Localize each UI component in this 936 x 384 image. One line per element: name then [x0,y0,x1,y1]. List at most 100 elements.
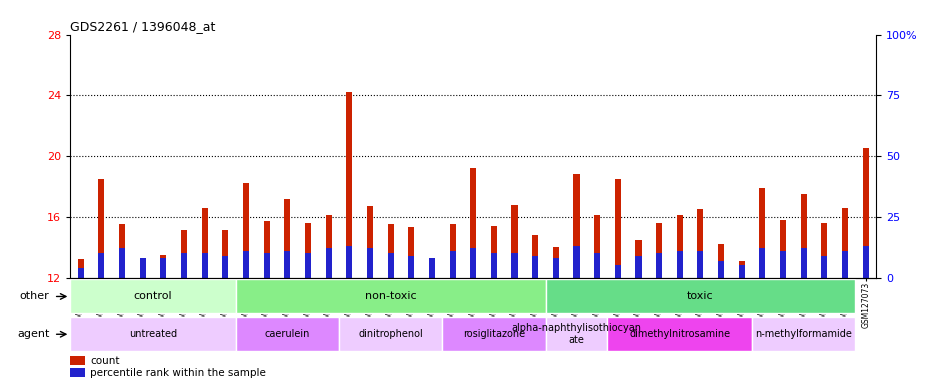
Bar [841,251,847,278]
Bar [284,251,290,278]
Text: other: other [20,291,50,301]
Bar [119,248,124,278]
Text: caerulein: caerulein [264,329,310,339]
Bar [552,258,558,278]
Bar [552,247,558,258]
Bar [655,223,662,253]
Bar [98,253,104,278]
FancyBboxPatch shape [339,317,442,351]
FancyBboxPatch shape [442,317,545,351]
Bar [242,251,249,278]
Text: percentile rank within the sample: percentile rank within the sample [90,368,266,378]
Bar [614,265,621,278]
Bar [676,251,682,278]
Bar [862,149,868,246]
Bar [532,235,537,256]
Bar [119,224,124,248]
Bar [717,244,724,261]
Bar [325,248,331,278]
Bar [160,255,166,258]
Text: count: count [90,356,120,366]
Bar [738,265,744,278]
Text: toxic: toxic [686,291,713,301]
Bar [696,209,703,251]
FancyBboxPatch shape [235,280,545,313]
Bar [367,248,373,278]
Bar [222,230,228,256]
Bar [388,253,393,278]
Bar [201,208,208,253]
Text: dinitrophenol: dinitrophenol [358,329,422,339]
Bar [780,220,785,251]
Bar [655,253,662,278]
Bar [696,251,703,278]
Bar [758,248,765,278]
Text: alpha-naphthylisothiocyan
ate: alpha-naphthylisothiocyan ate [511,323,641,345]
FancyBboxPatch shape [70,280,235,313]
Bar [367,206,373,248]
Bar [139,258,145,264]
Text: untreated: untreated [129,329,177,339]
Bar [429,258,434,278]
Text: rosiglitazone: rosiglitazone [462,329,524,339]
Bar [821,256,826,278]
Bar [676,215,682,251]
Bar [325,215,331,248]
Bar [470,168,475,248]
Bar [181,230,187,253]
Bar [408,227,414,256]
Bar [345,92,352,246]
Bar [429,258,434,271]
Bar [511,253,517,278]
Bar [614,179,621,265]
Bar [345,246,352,278]
Bar [593,253,600,278]
Bar [284,199,290,251]
Bar [717,261,724,278]
Bar [780,251,785,278]
Bar [821,223,826,256]
Bar [70,356,84,365]
Bar [222,256,228,278]
FancyBboxPatch shape [752,317,855,351]
Bar [304,253,311,278]
FancyBboxPatch shape [545,317,607,351]
Bar [449,251,455,278]
Bar [758,188,765,248]
Bar [490,226,496,253]
Bar [800,248,806,278]
Bar [408,256,414,278]
Bar [304,223,311,253]
Bar [490,253,496,278]
Bar [70,368,84,377]
Bar [470,248,475,278]
Bar [635,256,641,278]
Text: control: control [134,291,172,301]
Text: non-toxic: non-toxic [364,291,416,301]
Bar [532,256,537,278]
Bar [98,179,104,253]
Bar [181,253,187,278]
Bar [78,268,83,278]
Bar [160,258,166,278]
Bar [738,261,744,265]
FancyBboxPatch shape [70,317,235,351]
Bar [449,224,455,251]
Bar [573,246,578,278]
Bar [800,194,806,248]
Bar [862,246,868,278]
Bar [511,205,517,253]
Bar [263,253,270,278]
Text: n-methylformamide: n-methylformamide [754,329,852,339]
FancyBboxPatch shape [235,317,339,351]
Bar [78,259,83,268]
Bar [841,208,847,251]
Bar [593,215,600,253]
Text: agent: agent [17,329,50,339]
Bar [635,240,641,256]
Bar [263,221,270,253]
Bar [242,184,249,251]
Text: dimethylnitrosamine: dimethylnitrosamine [629,329,729,339]
Text: GDS2261 / 1396048_at: GDS2261 / 1396048_at [70,20,215,33]
Bar [201,253,208,278]
